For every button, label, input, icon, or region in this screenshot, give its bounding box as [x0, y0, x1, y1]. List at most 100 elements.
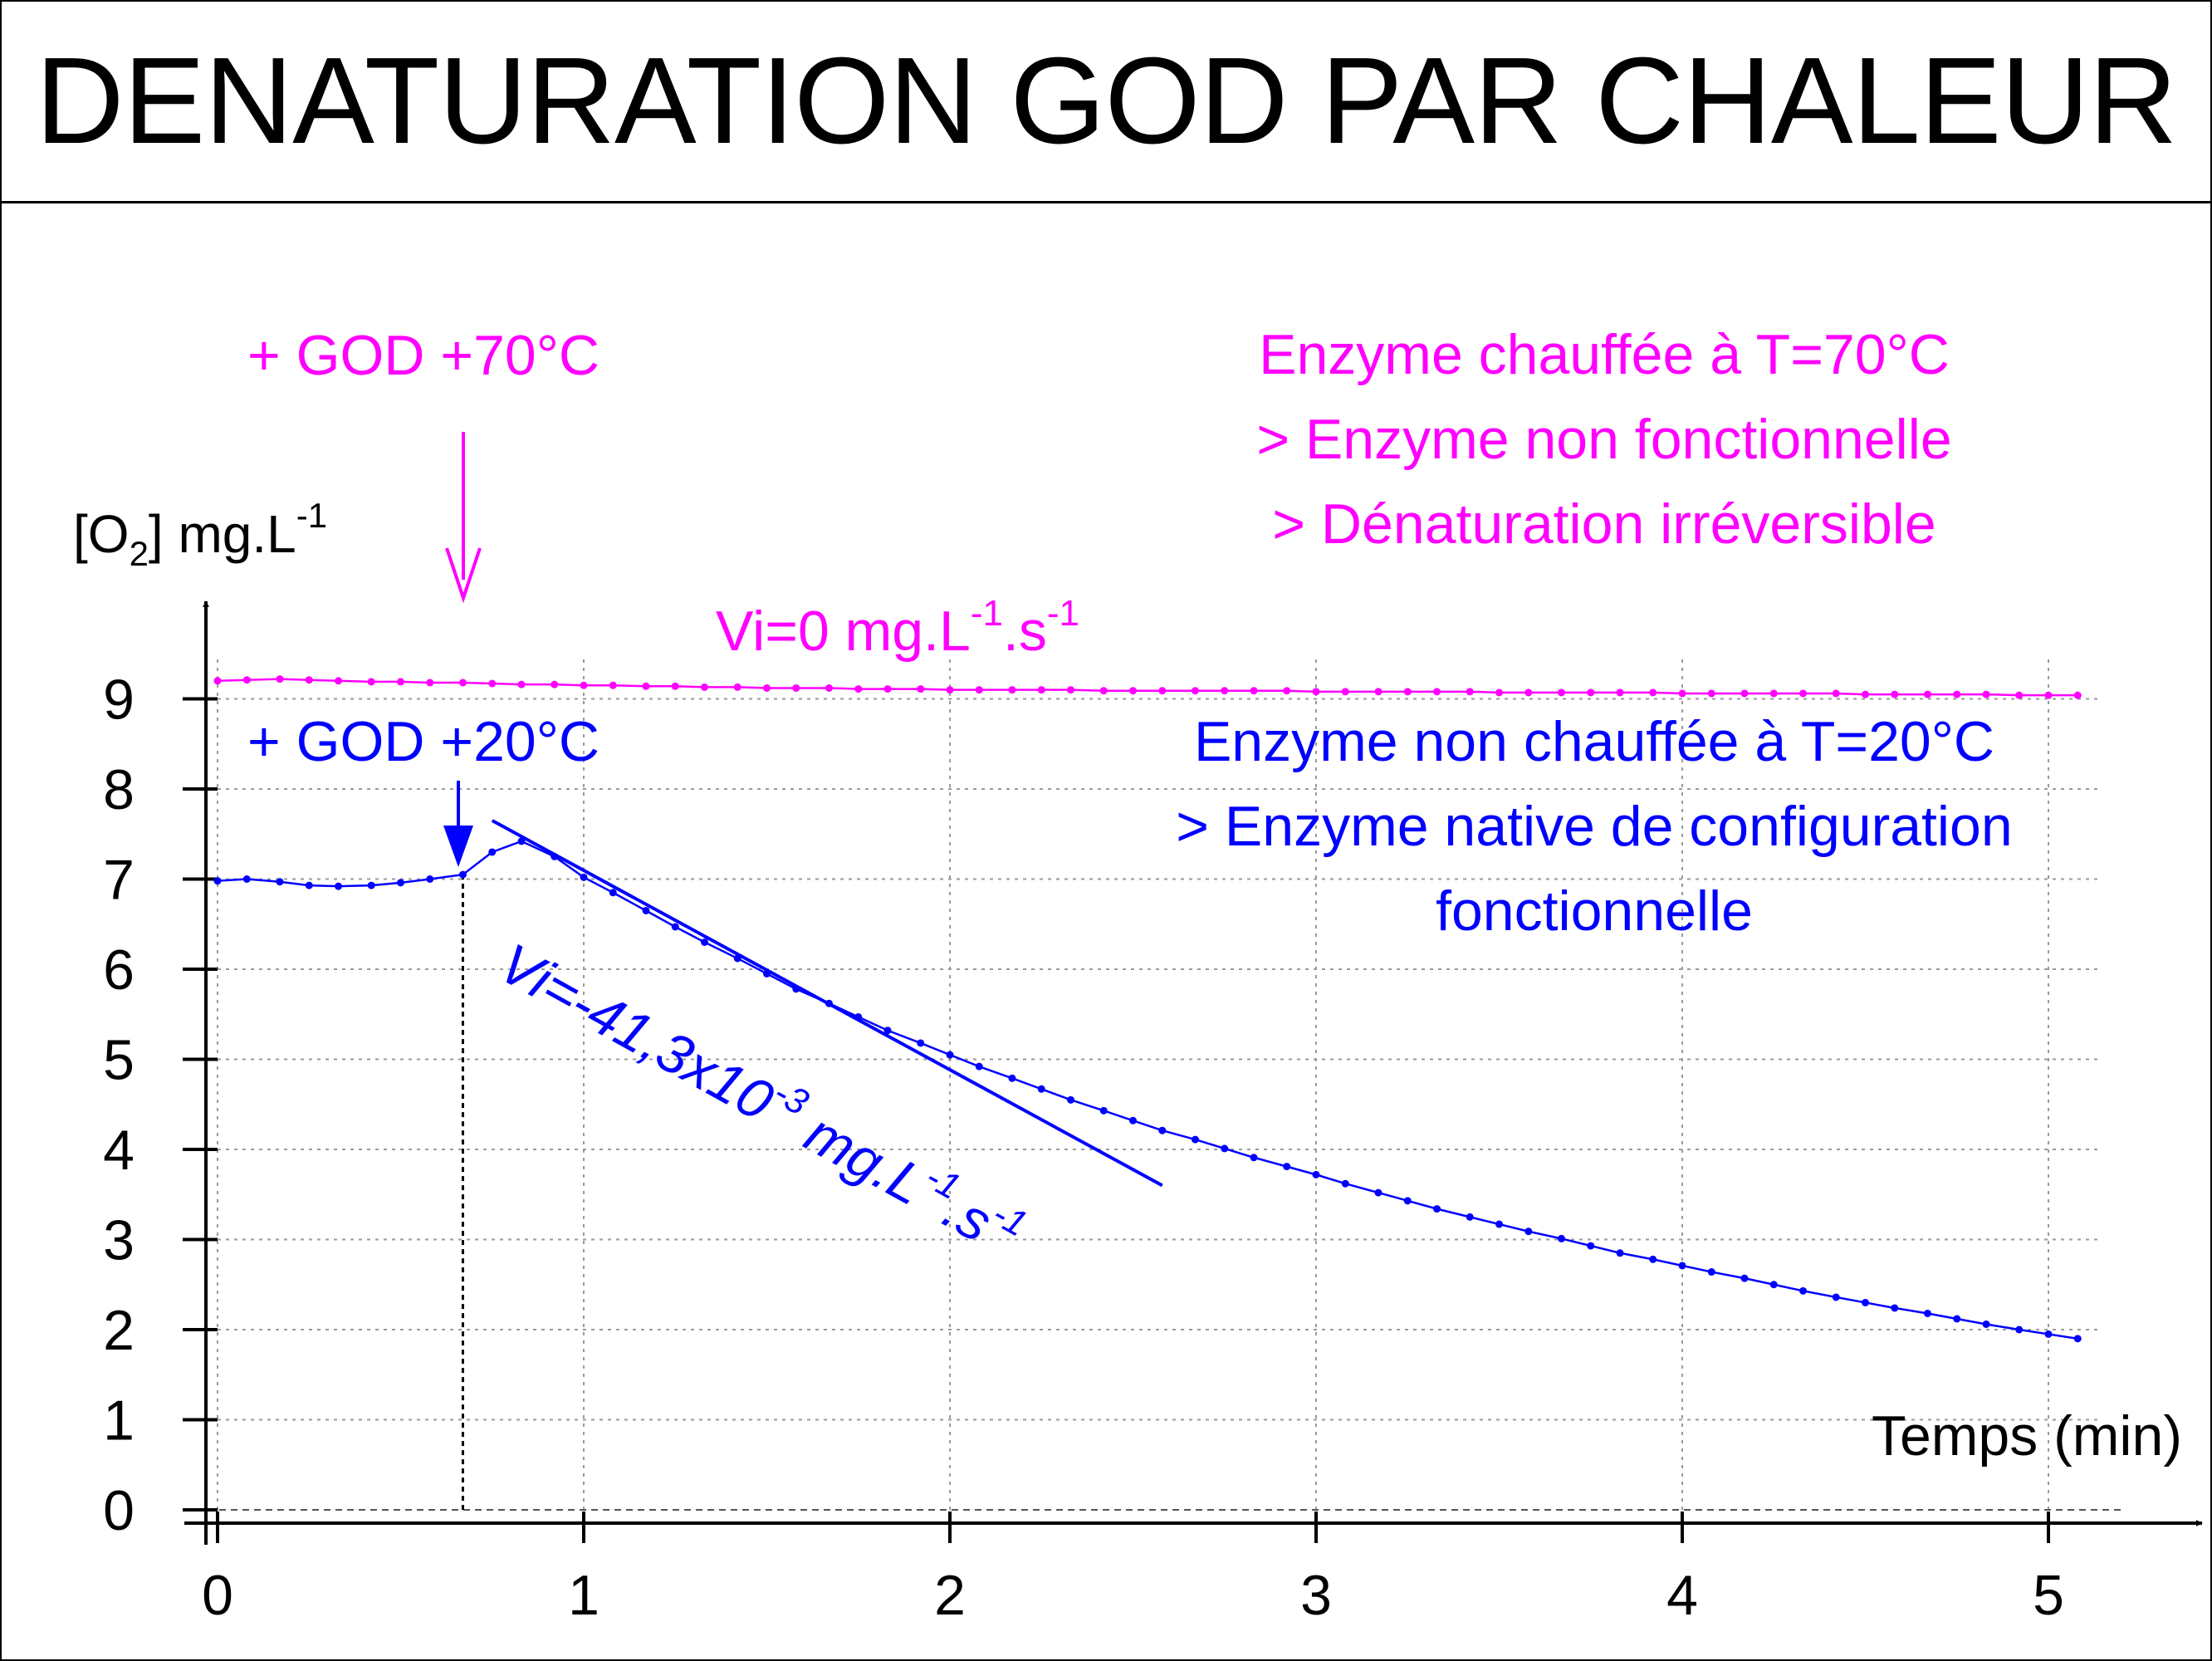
x-tick-label-0: 0	[202, 1564, 233, 1627]
x-tick-label-1: 1	[568, 1564, 599, 1627]
series-2-point-33	[1221, 1144, 1229, 1153]
series-1-point-32	[1191, 687, 1199, 695]
series-1-point-48	[1678, 689, 1686, 698]
arrow-70-head	[445, 547, 482, 604]
series-2-point-41	[1466, 1213, 1474, 1221]
series-2-point-23	[917, 1039, 925, 1047]
series-1-point-16	[701, 683, 709, 691]
series-2-point-16	[701, 938, 709, 946]
series-2-point-37	[1341, 1179, 1349, 1188]
series-2-point-14	[642, 906, 650, 914]
series-1-point-14	[642, 682, 650, 690]
series-1-point-49	[1707, 689, 1715, 698]
series-1-point-1	[242, 676, 251, 684]
series-1-point-4	[335, 677, 343, 685]
hot-line-3: > Dénaturation irréversible	[1272, 492, 1936, 556]
series-2-point-50	[1740, 1274, 1749, 1282]
series-1-point-46	[1616, 688, 1624, 697]
series-1-point-51	[1769, 689, 1778, 698]
series-1-point-12	[580, 681, 588, 689]
series-2-point-5	[367, 881, 375, 889]
series-1-point-11	[551, 680, 559, 688]
series-1-point-34	[1250, 687, 1258, 695]
series-1-point-39	[1403, 688, 1412, 696]
series-2-point-39	[1403, 1197, 1412, 1205]
series-1-point-44	[1557, 688, 1565, 697]
series-1-point-59	[2015, 691, 2024, 699]
series-1-point-60	[2044, 691, 2053, 699]
series-1-point-50	[1740, 689, 1749, 698]
y-tick-label-8: 8	[103, 758, 135, 821]
series-line-1	[217, 678, 2078, 697]
series-2-point-43	[1524, 1227, 1533, 1236]
series-2-point-55	[1891, 1304, 1899, 1312]
series-2-point-58	[1982, 1320, 1990, 1328]
series-1-point-47	[1649, 688, 1657, 697]
axes	[184, 600, 2203, 1545]
y-tick-label-4: 4	[103, 1119, 135, 1182]
x-tick-label-5: 5	[2033, 1564, 2064, 1627]
series-1-point-45	[1587, 688, 1595, 697]
series-1-point-28	[1067, 686, 1075, 694]
series-1-point-61	[2073, 691, 2082, 699]
series-2-point-30	[1129, 1116, 1137, 1124]
y-tick-label-3: 3	[103, 1209, 135, 1272]
series-2-point-47	[1649, 1255, 1657, 1263]
series-1-point-58	[1982, 690, 1990, 698]
series-2-point-32	[1191, 1135, 1199, 1144]
series-2-point-24	[946, 1051, 954, 1059]
series-1-point-24	[946, 686, 954, 694]
tangent-line	[491, 819, 1163, 1188]
series-1-point-30	[1129, 687, 1137, 695]
series-2-point-44	[1557, 1234, 1565, 1242]
series-2-point-4	[335, 882, 343, 890]
series-1-point-37	[1341, 688, 1349, 696]
series-2-point-1	[242, 875, 251, 883]
vi-hot-label: Vi=0 mg.L-1.s-1	[716, 593, 1079, 663]
y-tick-label-7: 7	[103, 849, 135, 912]
grid-lines	[184, 656, 2126, 1511]
series-2-point-9	[488, 848, 497, 856]
series-2-point-29	[1099, 1106, 1108, 1115]
series-1-point-41	[1466, 688, 1474, 696]
hot-line-1: Enzyme chauffée à T=70°C	[1259, 323, 1950, 386]
series-1-point-54	[1862, 690, 1869, 698]
series-1-point-36	[1312, 688, 1320, 696]
x-tick-label-4: 4	[1666, 1564, 1698, 1627]
series-1-point-13	[609, 681, 617, 689]
series-1-point-55	[1891, 690, 1899, 698]
series-2-point-52	[1799, 1286, 1808, 1295]
ticks: 0 1 2 3 4 5 6 7 8 9 0 1 2 3 4 5	[103, 669, 2064, 1628]
series-2-point-2	[276, 878, 284, 886]
series-1-point-8	[458, 679, 467, 687]
series-2-point-6	[397, 879, 404, 887]
series-2-point-57	[1953, 1315, 1961, 1323]
series-2-point-40	[1433, 1205, 1441, 1213]
series-1-point-9	[488, 679, 497, 688]
series-2-point-26	[1008, 1074, 1016, 1082]
cold-line-1: Enzyme non chauffée à T=20°C	[1194, 710, 1994, 773]
series-1-point-0	[213, 677, 222, 685]
series-2-point-7	[426, 875, 434, 883]
series-1-point-22	[883, 685, 892, 693]
series-2-point-49	[1707, 1268, 1715, 1276]
vi-cold-label: Vi=-41,3x10-3 mg.L-1.s-1	[489, 926, 1034, 1271]
title-bar: DENATURATION GOD PAR CHALEUR	[2, 2, 2210, 203]
series-1-point-20	[825, 684, 833, 692]
series-1-point-42	[1495, 688, 1503, 697]
series-1-point-57	[1953, 690, 1961, 698]
series-2-point-46	[1616, 1249, 1624, 1257]
series-2-point-31	[1158, 1126, 1167, 1134]
hot-enzyme-description: Enzyme chauffée à T=70°C > Enzyme non fo…	[1256, 323, 1951, 556]
series-1-point-53	[1832, 689, 1840, 698]
series-2-point-12	[580, 873, 588, 881]
series-2-point-0	[213, 877, 222, 885]
series-1-point-18	[763, 684, 771, 692]
y-axis-label: [O2] mg.L-1	[73, 496, 327, 573]
hot-line-2: > Enzyme non fonctionnelle	[1256, 408, 1951, 471]
x-axis-label: Temps (min)	[1872, 1404, 2182, 1467]
series-2-point-59	[2015, 1325, 2024, 1334]
series-2-point-8	[458, 870, 467, 879]
series-2-point-42	[1495, 1220, 1503, 1228]
x-tick-label-2: 2	[934, 1564, 966, 1627]
